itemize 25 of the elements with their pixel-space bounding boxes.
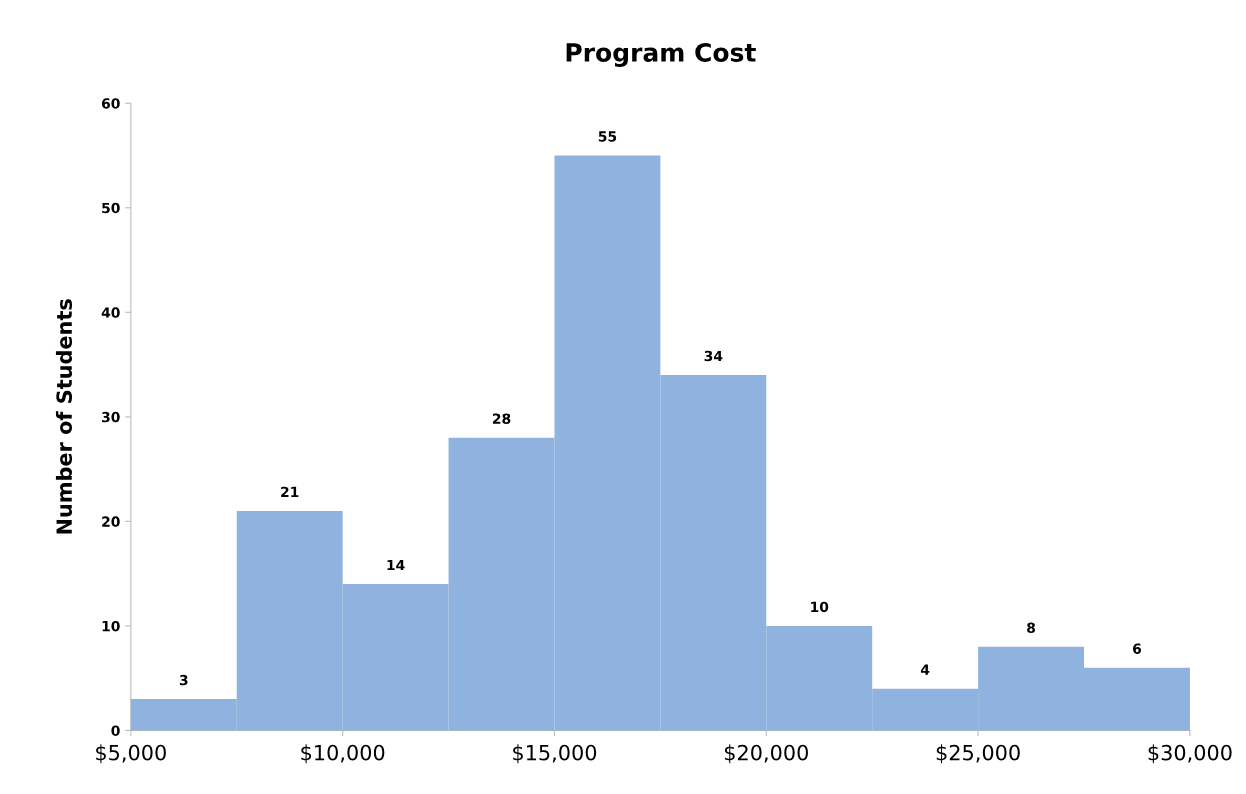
x-tick-label: $25,000 [936,744,1020,764]
x-tick-label: $15,000 [513,744,597,764]
data-label: 10 [811,601,829,613]
y-tick-label: 0 [111,725,120,736]
y-axis-title: Number of Students [55,299,73,534]
data-label: 14 [387,559,405,571]
x-tick-label: $20,000 [724,744,808,764]
y-tick-label: 50 [102,202,120,214]
x-tick-label: $5,000 [96,744,166,764]
x-tick-label: $30,000 [1148,744,1232,764]
data-label: 55 [598,131,617,142]
data-label: 8 [1027,622,1036,634]
y-tick-label: 40 [101,307,120,318]
data-label: 6 [1133,643,1142,654]
y-tick-label: 60 [101,98,120,109]
y-tick-label: 20 [102,516,120,527]
y-tick-label: 30 [102,411,120,423]
data-label: 21 [281,486,299,497]
data-label: 28 [492,413,511,424]
data-label: 4 [920,664,930,675]
x-tick-label: $10,000 [301,744,385,764]
data-label: 34 [704,350,723,362]
data-label: 3 [179,674,188,686]
chart-title: Program Cost [566,43,756,67]
y-tick-label: 10 [102,620,120,632]
